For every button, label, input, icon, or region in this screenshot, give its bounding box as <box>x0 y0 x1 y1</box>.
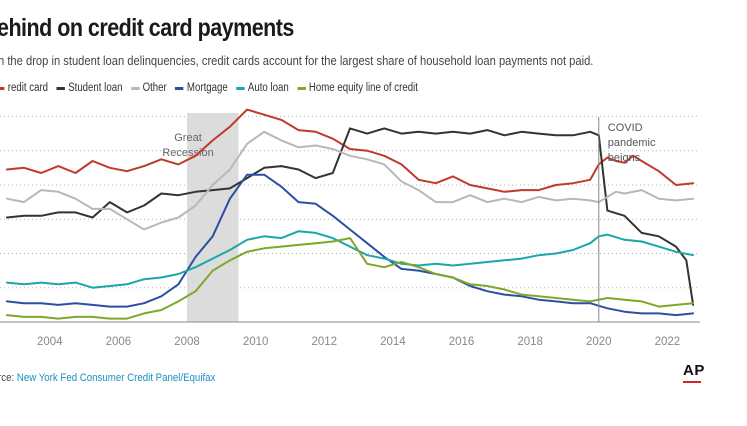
legend-label: redit card <box>7 82 49 94</box>
legend-swatch <box>236 86 245 90</box>
covid-annotation: COVID <box>608 122 643 134</box>
series-line <box>5 130 695 231</box>
x-tick-label: 2020 <box>586 336 612 348</box>
legend-label: Student loan <box>68 82 123 94</box>
legend-label: Other <box>142 82 167 94</box>
legend-label: Auto loan <box>247 82 289 94</box>
source-note: rce: New York Fed Consumer Credit Panel/… <box>0 372 215 384</box>
x-tick-label: 2010 <box>243 336 269 348</box>
x-tick-label: 2016 <box>449 336 475 348</box>
covid-annotation: pandemic <box>608 137 656 149</box>
x-tick-label: 2012 <box>311 336 337 348</box>
chart-subtitle: h the drop in student loan delinquencies… <box>0 53 594 68</box>
ap-logo: AP <box>683 362 705 379</box>
legend-label: Home equity line of credit <box>308 82 418 94</box>
source-link[interactable]: New York Fed Consumer Credit Panel/Equif… <box>16 372 216 384</box>
legend-swatch <box>175 86 184 90</box>
series-line <box>5 173 695 317</box>
legend-item-mortgage: Mortgage <box>175 82 228 94</box>
legend-swatch <box>56 86 65 90</box>
ap-logo-underline <box>683 381 701 383</box>
recession-band <box>187 113 239 322</box>
x-tick-label: 2008 <box>174 336 200 348</box>
legend-swatch <box>0 86 5 90</box>
legend-item-auto-loan: Auto loan <box>236 82 289 94</box>
x-tick-label: 2006 <box>106 336 132 348</box>
covid-annotation: beigns <box>608 152 641 164</box>
legend-item-credit-card: redit card <box>0 82 48 94</box>
legend-item-other: Other <box>130 82 167 94</box>
legend-swatch <box>130 86 140 90</box>
x-tick-label: 2022 <box>655 336 681 348</box>
legend-item-student-loan: Student loan <box>56 82 122 94</box>
source-prefix: rce: <box>0 372 15 384</box>
x-tick-label: 2004 <box>37 336 63 348</box>
recession-label: Great <box>174 132 202 144</box>
series-line <box>5 237 695 320</box>
recession-label: Recession <box>162 147 213 159</box>
series-line <box>5 108 695 193</box>
legend-label: Mortgage <box>186 82 228 94</box>
page-title: ehind on credit card payments <box>0 14 294 42</box>
legend-item-home-equity: Home equity line of credit <box>297 82 418 94</box>
x-tick-label: 2018 <box>517 336 543 348</box>
x-tick-label: 2014 <box>380 336 406 348</box>
chart-legend: redit card Student loan Other Mortgage A… <box>0 82 418 94</box>
legend-swatch <box>297 86 306 90</box>
